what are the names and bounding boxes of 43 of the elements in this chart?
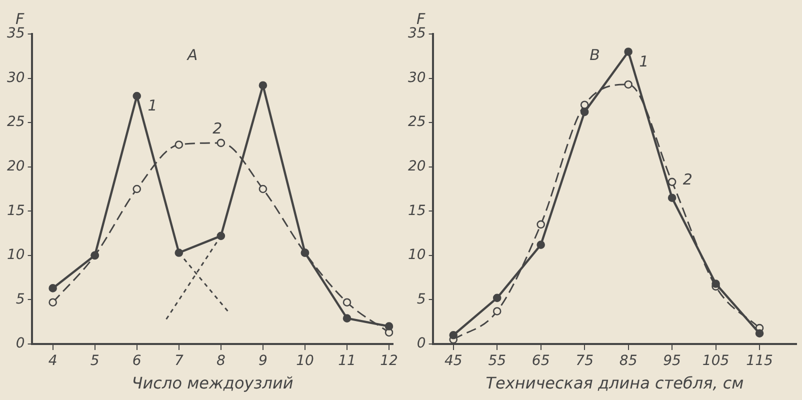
series-label: 2	[212, 120, 222, 138]
x-tick-label: 9	[258, 353, 268, 370]
y-tick-label: 35	[6, 26, 25, 42]
x-axis-title: Техническая длина стебля, см	[486, 374, 744, 393]
y-tick-label: 30	[6, 70, 25, 86]
y-tick-label: 25	[6, 114, 25, 130]
y-axis-title: F	[15, 10, 24, 28]
x-tick-label: 7	[174, 353, 184, 370]
text: A	[186, 46, 198, 64]
y-tick-label: 15	[408, 202, 426, 219]
x-tick-label: 105	[702, 353, 730, 370]
y-tick-label: 15	[6, 202, 25, 219]
x-tick-label: 45	[444, 353, 462, 370]
x-tick-label: 5	[90, 353, 100, 370]
x-tick-label: 55	[488, 353, 506, 370]
x-tick-label: 11	[338, 353, 356, 370]
y-tick-label: 20	[6, 158, 25, 174]
x-tick-label: 6	[132, 353, 142, 370]
x-tick-label: 65	[532, 353, 550, 370]
y-tick-label: 20	[408, 158, 426, 174]
y-tick-label: 25	[408, 114, 426, 130]
x-tick-label: 115	[746, 353, 773, 370]
series-label: 2	[682, 170, 692, 189]
series-label: 1	[148, 96, 158, 115]
y-tick-label: 35	[408, 26, 426, 42]
y-tick-label: 5	[416, 291, 426, 308]
x-tick-label: 12	[380, 353, 398, 370]
y-tick-label: 0	[416, 336, 426, 352]
x-tick-label: 95	[663, 353, 682, 370]
x-tick-label: 75	[576, 353, 594, 370]
y-tick-label: 10	[6, 247, 25, 264]
x-tick-label: 10	[296, 353, 314, 370]
y-tick-label: 30	[408, 70, 426, 86]
y-tick-label: 10	[408, 247, 426, 264]
x-tick-label: 8	[216, 353, 226, 370]
x-axis-title: Число междоузлий	[132, 374, 294, 393]
y-tick-label: 5	[16, 291, 25, 308]
x-tick-label: 4	[48, 353, 58, 370]
y-axis-title: F	[416, 10, 426, 28]
y-tick-label: 0	[16, 336, 25, 352]
text: B	[590, 46, 600, 64]
x-tick-label: 85	[619, 353, 638, 370]
series-label: 1	[639, 52, 649, 70]
